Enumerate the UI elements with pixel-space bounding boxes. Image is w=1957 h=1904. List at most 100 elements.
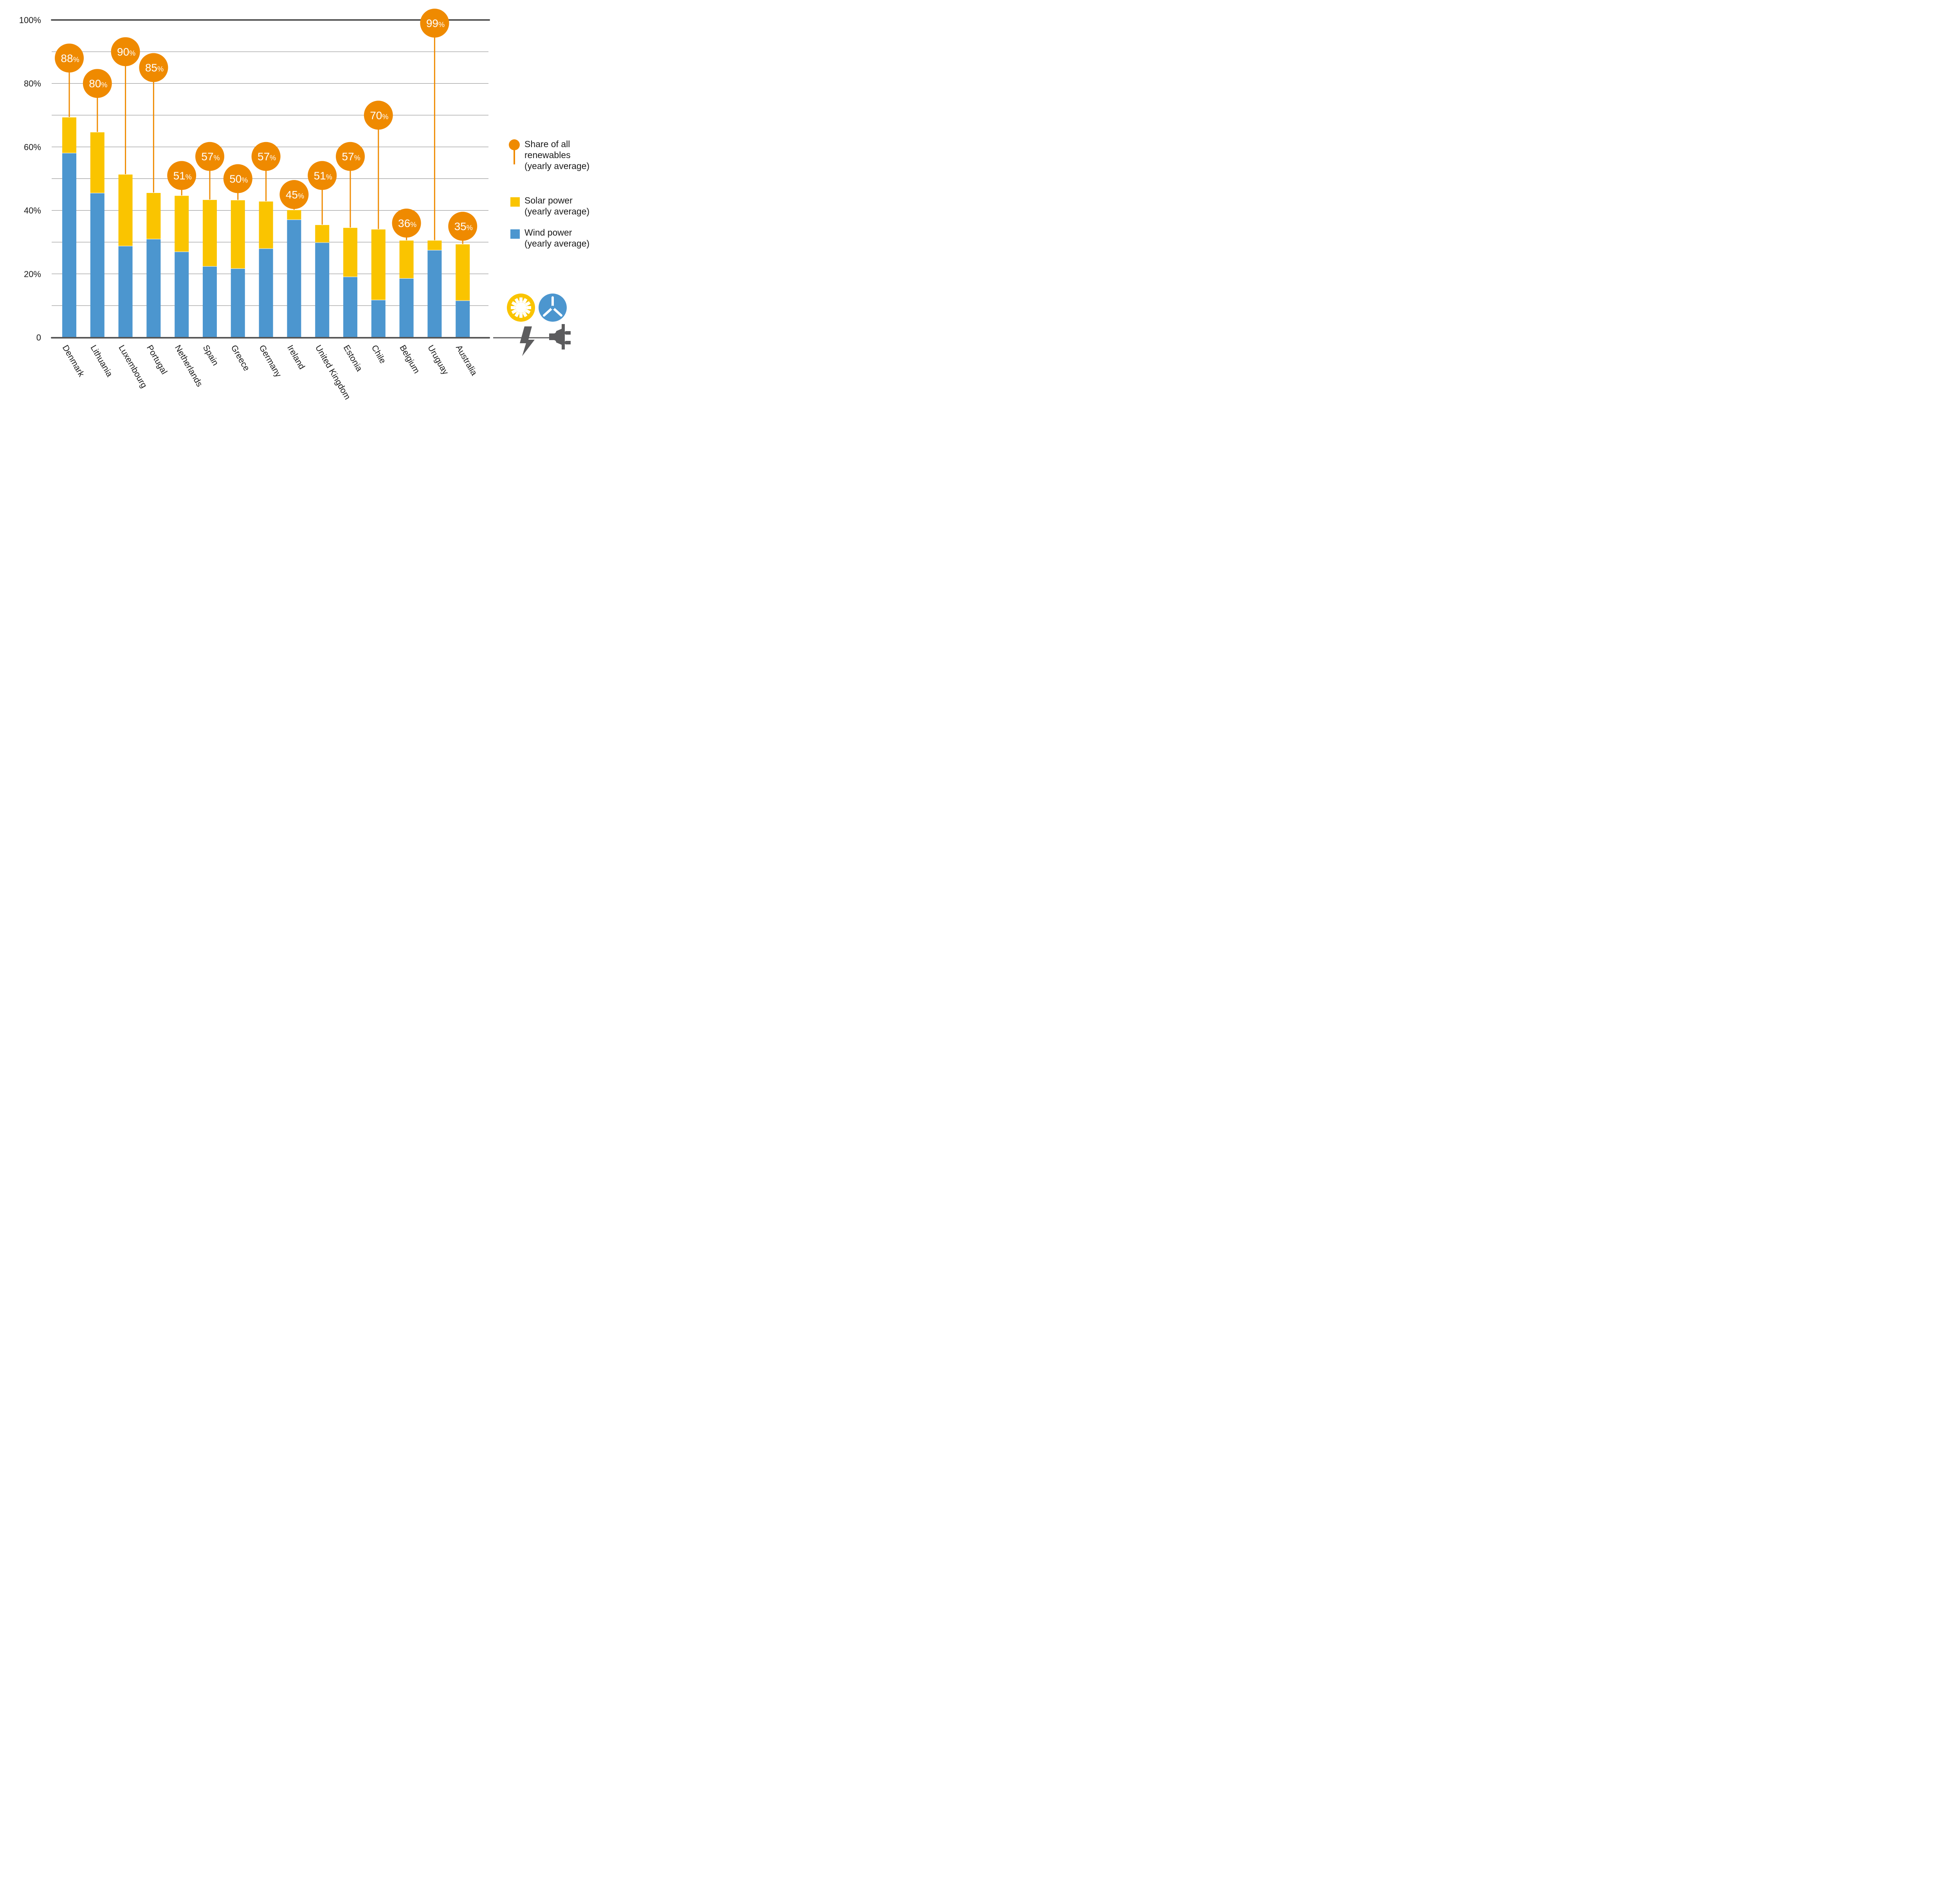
wind-bar	[343, 277, 357, 337]
wind-bar	[427, 250, 442, 337]
wind-bar	[62, 153, 76, 337]
share-label: 51%	[173, 169, 192, 182]
x-tick-label: Australia	[454, 343, 479, 377]
sun-ray	[522, 298, 528, 304]
sun-ray	[519, 297, 523, 302]
wind-bar	[371, 300, 386, 337]
share-bubble	[308, 161, 337, 190]
energy-icons	[493, 294, 571, 356]
solar-bar	[287, 210, 301, 220]
share-bubble	[195, 142, 224, 171]
solar-bar	[146, 193, 161, 239]
solar-bar	[399, 240, 414, 278]
share-bubble	[223, 164, 252, 193]
x-tick-label: Chile	[369, 343, 388, 365]
wind-turbine-icon	[539, 294, 567, 322]
lollipop-stick	[514, 150, 515, 164]
sun-ray	[522, 312, 528, 317]
legend-wind-line-1: Wind power	[524, 227, 572, 238]
wind-bar	[456, 301, 470, 337]
sun-ray	[525, 301, 531, 306]
sun-ray	[511, 301, 517, 306]
wind-bar	[259, 249, 273, 337]
share-label: 99%	[426, 17, 445, 29]
share-bubble	[55, 43, 84, 73]
solar-swatch	[510, 197, 520, 207]
solar-bar	[203, 200, 217, 267]
share-lollipops: 88% 80% 90% 85% 51% 57% 50% 57% 45% 51% 57% 70% 36% 9…	[55, 9, 478, 244]
x-tick-label: Ireland	[285, 343, 307, 371]
share-bubble	[139, 53, 168, 82]
solar-bar	[343, 228, 357, 277]
legend-share-line-3: (yearly average)	[524, 161, 590, 171]
y-tick-label: 0	[36, 333, 41, 342]
wind-bar	[203, 267, 217, 337]
x-tick-label: Spain	[201, 343, 221, 367]
sun-ray	[514, 298, 520, 304]
share-label: 88%	[61, 52, 79, 64]
share-label: 57%	[201, 151, 220, 163]
y-tick-label: 60%	[24, 142, 41, 152]
solar-bar	[371, 229, 386, 300]
share-label: 70%	[370, 109, 388, 121]
wind-bar	[175, 252, 189, 337]
lightning-bolt-icon	[520, 326, 535, 356]
share-label: 36%	[398, 217, 416, 229]
sun-ray	[526, 306, 531, 309]
solar-bar	[315, 225, 330, 243]
sun-ray	[514, 312, 520, 317]
x-tick-label: Belgium	[398, 343, 422, 375]
solar-bar	[456, 244, 470, 301]
wind-bar	[287, 220, 301, 337]
solar-bar	[62, 117, 76, 153]
x-tick-label: Germany	[257, 343, 283, 379]
legend-share-line-1: Share of all	[524, 139, 570, 149]
y-tick-label: 20%	[24, 269, 41, 279]
share-label: 35%	[454, 220, 473, 232]
sun-ray	[519, 313, 523, 318]
share-label: 51%	[314, 169, 332, 182]
legend-solar-line-1: Solar power	[524, 195, 573, 205]
chart: 0 20% 40% 60% 80% 100% 88% 80% 90% 85% 51% 57% 50% 5…	[19, 9, 509, 401]
solar-bar	[231, 200, 245, 268]
y-tick-label: 40%	[24, 206, 41, 216]
sun-ray	[511, 306, 515, 309]
legend-wind-line-2: (yearly average)	[524, 238, 590, 249]
y-tick-label: 100%	[19, 15, 41, 25]
wind-bar	[231, 268, 245, 337]
wind-bar	[399, 278, 414, 337]
share-bubble	[111, 37, 140, 67]
share-bubble	[364, 101, 393, 130]
share-label: 85%	[145, 62, 164, 74]
share-label: 45%	[286, 189, 304, 201]
share-label: 50%	[229, 173, 248, 185]
share-bubble	[336, 142, 365, 171]
solar-bar	[90, 132, 105, 193]
sun-ray	[525, 309, 531, 314]
x-tick-label: Lithuania	[88, 343, 115, 378]
wind-bar	[315, 243, 330, 337]
x-tick-label: Uruguay	[426, 343, 451, 376]
share-label: 80%	[89, 77, 107, 90]
share-bubble	[448, 212, 478, 241]
wind-bar	[146, 239, 161, 337]
share-bubble	[167, 161, 196, 190]
share-label: 57%	[258, 151, 276, 163]
x-tick-label: Netherlands	[173, 343, 205, 388]
x-tick-label: Estonia	[342, 343, 365, 373]
share-bubble	[420, 9, 449, 38]
x-tick-label: Denmark	[61, 343, 87, 379]
share-bubble	[83, 69, 112, 98]
share-bubble	[251, 142, 281, 171]
legend-solar-line-2: (yearly average)	[524, 206, 590, 216]
y-tick-label: 80%	[24, 79, 41, 88]
x-tick-label: Luxembourg	[117, 343, 149, 389]
solar-bar	[175, 196, 189, 252]
power-plug-icon	[549, 324, 571, 349]
x-tick-label: Portugal	[145, 343, 169, 376]
bars	[62, 117, 470, 337]
lollipop-icon	[509, 139, 520, 150]
solar-bar	[427, 240, 442, 250]
share-label: 90%	[117, 46, 135, 58]
